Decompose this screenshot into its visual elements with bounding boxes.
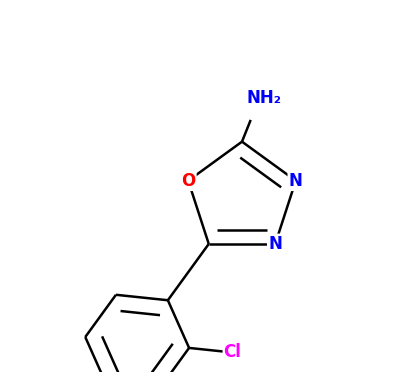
Text: N: N: [289, 172, 303, 190]
Text: N: N: [268, 235, 282, 253]
Text: NH₂: NH₂: [246, 89, 281, 107]
Text: O: O: [181, 172, 195, 190]
Text: Cl: Cl: [224, 343, 241, 362]
